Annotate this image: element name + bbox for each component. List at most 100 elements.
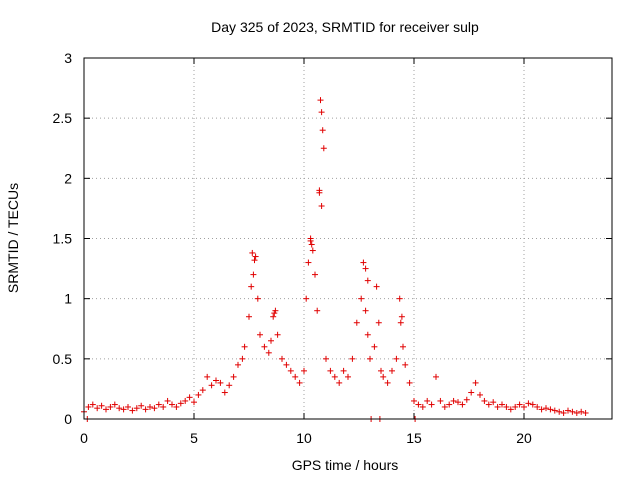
- data-point: [292, 373, 299, 380]
- grid-lines: [84, 58, 612, 419]
- data-point: [490, 399, 497, 406]
- data-point: [248, 283, 255, 290]
- data-point: [362, 265, 369, 272]
- data-point: [353, 319, 360, 326]
- data-point: [208, 382, 215, 389]
- data-point: [250, 271, 257, 278]
- data-point: [378, 367, 384, 374]
- data-point: [221, 389, 228, 396]
- data-point: [481, 397, 488, 404]
- data-point: [254, 295, 261, 302]
- y-tick-label: 0: [64, 411, 72, 427]
- data-point: [138, 402, 145, 409]
- data-point: [312, 271, 318, 278]
- data-point: [437, 397, 444, 404]
- data-point: [485, 401, 492, 408]
- data-point: [226, 382, 233, 389]
- x-tick-label: 20: [516, 430, 532, 446]
- data-point: [249, 249, 256, 256]
- data-point: [318, 109, 325, 116]
- data-point: [320, 145, 327, 152]
- data-point: [116, 405, 123, 412]
- y-tick-label: 1.5: [53, 231, 73, 247]
- y-tick-label: 0.5: [53, 351, 73, 367]
- x-axis-label: GPS time / hours: [292, 457, 399, 473]
- data-points: [81, 97, 589, 422]
- data-point: [578, 408, 585, 415]
- data-point: [133, 405, 140, 412]
- data-point: [85, 403, 92, 410]
- data-point: [235, 361, 241, 368]
- data-point: [547, 406, 554, 413]
- data-point: [274, 331, 281, 338]
- data-point: [345, 373, 351, 380]
- data-point: [389, 367, 395, 374]
- data-point: [265, 349, 272, 356]
- x-tick-label: 0: [80, 430, 88, 446]
- data-point: [358, 295, 365, 302]
- data-point: [308, 241, 315, 248]
- data-point: [305, 259, 312, 266]
- data-point: [323, 355, 329, 362]
- data-point: [375, 319, 382, 326]
- data-point: [400, 343, 406, 350]
- data-point: [239, 355, 246, 362]
- data-point: [191, 399, 197, 406]
- data-point: [314, 307, 321, 314]
- data-point: [499, 401, 505, 408]
- data-point: [468, 389, 475, 396]
- data-point: [186, 394, 193, 401]
- data-point: [459, 401, 466, 408]
- axis-ticks: 0 5 10 15 20 0 0.5 1 1.5 2 2.5 3: [53, 50, 612, 446]
- data-point: [472, 379, 479, 386]
- y-tick-label: 1: [64, 291, 72, 307]
- data-point: [419, 403, 426, 410]
- data-point: [446, 401, 453, 408]
- data-point: [241, 343, 248, 350]
- data-point: [103, 406, 109, 413]
- data-point: [318, 203, 325, 210]
- data-point: [173, 403, 180, 410]
- data-point: [384, 379, 391, 386]
- data-point: [177, 400, 184, 407]
- data-point: [397, 319, 404, 326]
- data-point: [340, 367, 347, 374]
- data-point: [582, 409, 589, 416]
- data-point: [560, 409, 567, 416]
- data-point: [111, 401, 118, 408]
- data-point: [307, 237, 314, 244]
- data-point: [142, 406, 149, 413]
- data-point: [393, 355, 400, 362]
- data-point: [362, 307, 369, 314]
- data-point: [424, 397, 431, 404]
- data-point: [217, 379, 224, 386]
- data-point: [398, 313, 405, 320]
- data-point: [120, 406, 127, 413]
- data-point: [199, 387, 206, 394]
- data-point: [551, 407, 558, 414]
- data-point: [396, 295, 403, 302]
- data-point: [516, 401, 523, 408]
- data-point: [477, 391, 483, 398]
- data-point: [349, 355, 356, 362]
- data-point: [450, 397, 457, 404]
- data-point: [402, 361, 409, 368]
- data-point: [529, 401, 536, 408]
- data-point: [169, 401, 175, 408]
- data-point: [160, 403, 167, 410]
- data-point: [213, 377, 219, 384]
- data-point: [364, 331, 371, 338]
- data-point: [246, 313, 252, 320]
- data-point: [364, 277, 371, 284]
- data-point: [573, 409, 580, 416]
- data-point: [380, 373, 387, 380]
- data-point: [195, 391, 202, 398]
- data-point: [164, 397, 171, 404]
- data-point: [538, 406, 545, 413]
- data-point: [283, 361, 290, 368]
- data-point: [287, 367, 294, 374]
- data-point: [89, 401, 96, 408]
- data-point: [415, 401, 422, 408]
- data-point: [503, 403, 510, 410]
